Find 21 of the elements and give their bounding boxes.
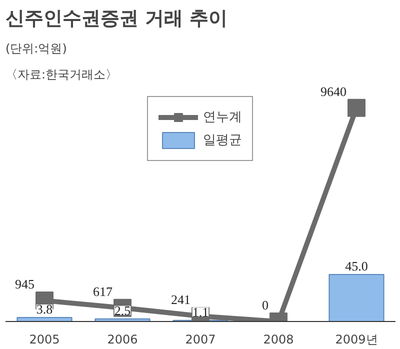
- data-label: 9640: [320, 84, 346, 99]
- x-tick-label: 2006: [107, 332, 138, 346]
- x-tick-label: 2005: [29, 332, 60, 346]
- legend-label: 일평균: [203, 132, 242, 149]
- data-label: 241: [171, 292, 190, 308]
- data-label: 1.1: [192, 304, 209, 320]
- bar: [328, 274, 384, 322]
- chart-subtitle: (단위:억원): [6, 42, 67, 56]
- x-tick-label: 2009년: [335, 332, 378, 346]
- data-label: 0: [262, 298, 268, 312]
- data-label: 617: [93, 284, 113, 299]
- x-tick-label: 2008: [263, 332, 294, 346]
- data-label: 2.5: [114, 302, 131, 318]
- text: 〈자료:한국거래소〉: [6, 68, 118, 82]
- data-label: 45.0: [345, 258, 368, 274]
- legend-label: 연누계: [203, 109, 242, 126]
- bar: [16, 317, 72, 322]
- data-label: 945: [15, 276, 34, 292]
- chart-title: 신주인수권증권 거래 추이: [6, 8, 228, 30]
- data-label: 3.8: [36, 302, 53, 317]
- x-tick-label: 2007: [185, 332, 216, 346]
